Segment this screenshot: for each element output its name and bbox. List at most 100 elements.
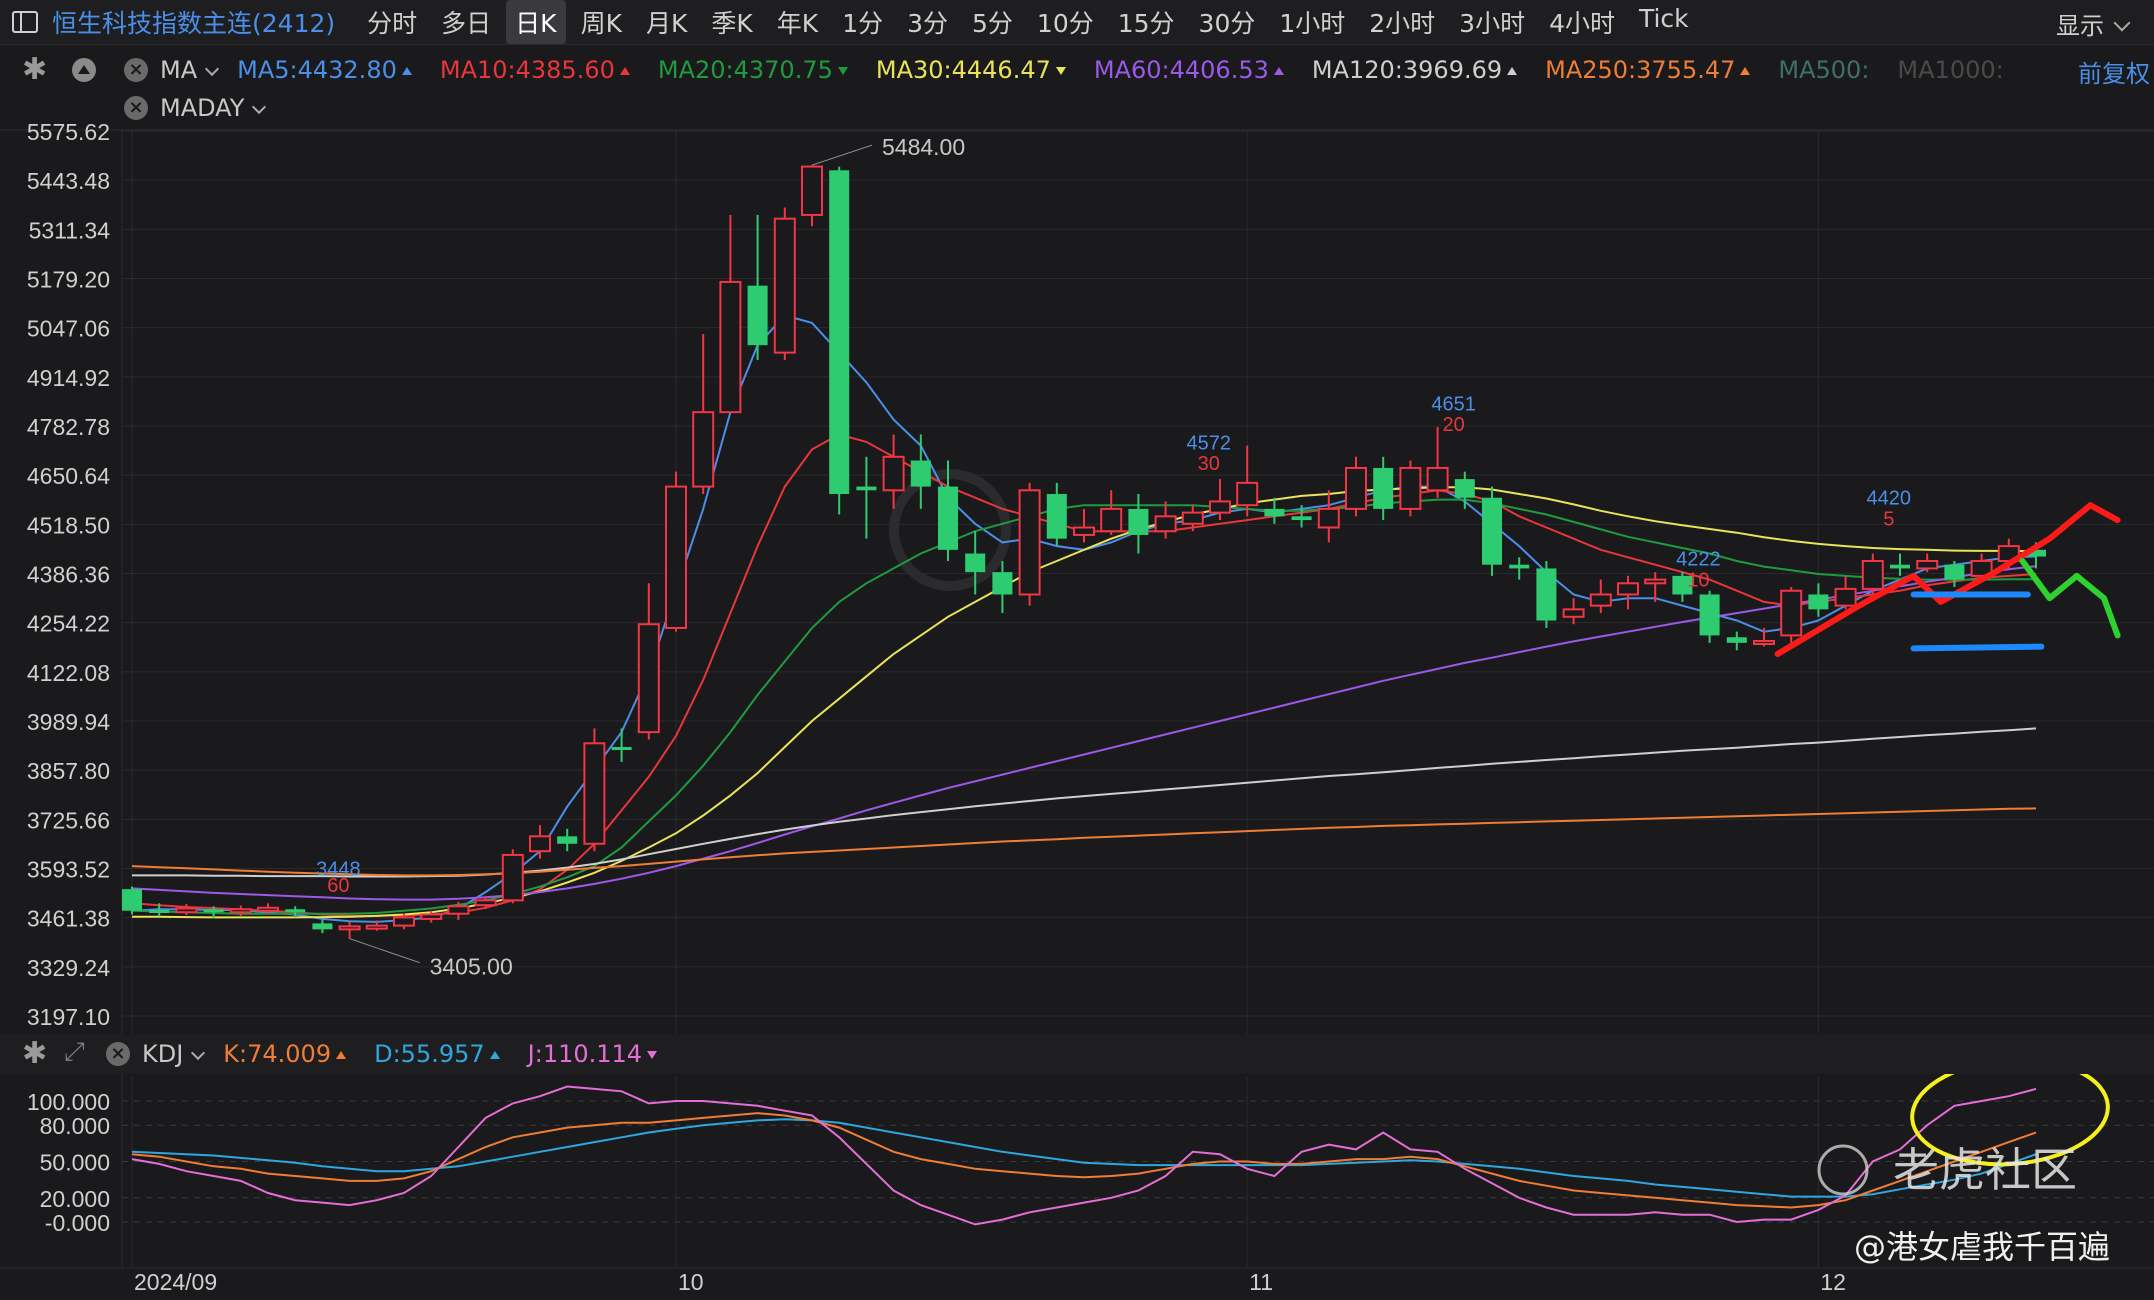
candle (474, 899, 497, 907)
tab-period[interactable]: 1小时 (1279, 9, 1346, 38)
candle (1890, 564, 1910, 569)
chevron-down-icon (252, 99, 267, 115)
high-price-label: 5484.00 (882, 134, 965, 160)
candle (1589, 593, 1612, 607)
price-tick-label: 4650.64 (27, 463, 110, 489)
watermark-handle: @港女虐我千百遍 (1854, 1228, 2110, 1266)
candle (122, 889, 142, 911)
sidebar-toggle-icon[interactable] (12, 11, 38, 33)
tab-period[interactable]: 2小时 (1369, 9, 1436, 38)
expand-icon[interactable] (64, 1037, 86, 1068)
ma-legend-row: × MA MA5:4432.80 MA10:4385.60 MA20:4370.75… (0, 48, 2032, 92)
ma-value: MA5:4432.80 (237, 56, 412, 84)
tab-period[interactable]: Tick (1638, 4, 1689, 33)
candle (719, 280, 742, 414)
arrow-up-icon (336, 1051, 347, 1059)
tab-period[interactable]: 15分 (1117, 9, 1175, 38)
ma-value-label: MA1000: (1897, 56, 2004, 84)
tab-period[interactable]: 月K (645, 9, 688, 38)
kdj-tick-label: 80.000 (40, 1113, 110, 1139)
kdj-value-label: K:74.009 (223, 1040, 332, 1068)
ma-indicator-select[interactable]: MA (160, 56, 220, 84)
tab-period[interactable]: 年K (776, 9, 819, 38)
kdj-pane (0, 1074, 2154, 1300)
candle (365, 924, 388, 930)
gear-icon[interactable] (22, 1036, 47, 1071)
ma-value-label: MA60:4406.53 (1093, 56, 1269, 84)
price-tick-label: 3461.38 (27, 906, 110, 932)
candle (665, 485, 687, 629)
tab-period[interactable]: 4小时 (1549, 9, 1615, 38)
tab-period[interactable]: 3小时 (1459, 9, 1526, 38)
candle (692, 411, 715, 488)
tab-period[interactable]: 1分 (842, 9, 884, 38)
arrow-up-icon (401, 67, 412, 75)
tab-period[interactable]: 3分 (907, 9, 949, 38)
kdj-line-k (131, 1112, 2037, 1209)
display-label: 显示 (2056, 12, 2104, 40)
tab-period[interactable]: 日K (506, 0, 566, 44)
close-icon[interactable]: × (106, 1042, 130, 1066)
tab-period[interactable]: 周K (580, 9, 622, 38)
kdj-tick-label: -0.000 (45, 1210, 110, 1236)
candle (1944, 564, 1965, 580)
ma-cross-label: 10 (1687, 569, 1709, 591)
candle (203, 909, 224, 913)
kdj-value-label: J:110.114 (527, 1040, 643, 1068)
candle (1317, 507, 1340, 529)
kdj-indicator-name: KDJ (142, 1040, 184, 1068)
ma-value-label: MA500: (1778, 56, 1870, 84)
arrow-down-icon (1055, 67, 1066, 75)
display-menu[interactable]: 显示 (2056, 6, 2131, 41)
candle (420, 913, 443, 920)
ma-value-label: MA120:3969.69 (1311, 56, 1503, 84)
ma-line-ma5 (131, 314, 2037, 923)
instrument-title[interactable]: 恒生科技指数主连(2412) (52, 9, 336, 38)
candle (1236, 481, 1259, 507)
candle (611, 747, 632, 751)
tab-period[interactable]: 多日 (441, 9, 492, 38)
ma-cross-label: 4651 (1431, 393, 1476, 415)
adjust-button[interactable]: 前复权 (2078, 60, 2150, 88)
candle (1997, 545, 2020, 562)
candle (1181, 511, 1204, 525)
candle (1699, 594, 1720, 636)
chevron-down-icon (191, 1045, 206, 1061)
close-icon[interactable]: × (124, 58, 148, 82)
ma-cross-label: 4222 (1676, 548, 1721, 570)
ma-cross-label: 4420 (1867, 487, 1912, 509)
arrow-up-icon (1273, 67, 1284, 75)
ma-line-ma20 (131, 498, 2036, 915)
candle (1209, 500, 1231, 514)
candle (557, 836, 578, 844)
candle (910, 460, 931, 487)
kdj-value: J:110.114 (527, 1040, 658, 1068)
candle (257, 906, 279, 912)
arrow-up-icon (489, 1051, 500, 1059)
ma-value: MA30:4446.47 (876, 56, 1066, 84)
top-toolbar: 恒生科技指数主连(2412) 分时 多日 日K 周K 月K 季K 年K 1分 3分 5分 10分 15… (0, 0, 2154, 45)
price-tick-label: 3989.94 (27, 709, 110, 735)
close-icon[interactable]: × (124, 96, 148, 120)
price-tick-label: 3857.80 (27, 758, 110, 784)
ma-indicator-name: MA (160, 56, 198, 84)
kdj-legend-row: × KDJ K:74.009 D:55.957 J:110.114 (0, 1034, 2154, 1074)
price-tick-label: 4386.36 (27, 562, 110, 588)
gear-icon[interactable] (22, 52, 47, 87)
tab-period[interactable]: 分时 (367, 9, 418, 38)
maday-indicator-select[interactable]: MADAY (160, 94, 267, 122)
candle (1672, 575, 1693, 595)
candle (229, 908, 252, 914)
candle (938, 486, 958, 550)
candle (1808, 594, 1829, 610)
tab-period[interactable]: 季K (711, 9, 753, 38)
visibility-icon[interactable] (72, 58, 96, 82)
tab-period[interactable]: 5分 (972, 9, 1013, 38)
candle (747, 285, 768, 346)
ma-cross-label: 60 (327, 875, 349, 897)
tab-period[interactable]: 10分 (1036, 9, 1094, 38)
ma-value-label: MA20:4370.75 (657, 56, 833, 84)
tab-period[interactable]: 30分 (1198, 9, 1256, 38)
kdj-indicator-select[interactable]: KDJ (142, 1040, 206, 1068)
